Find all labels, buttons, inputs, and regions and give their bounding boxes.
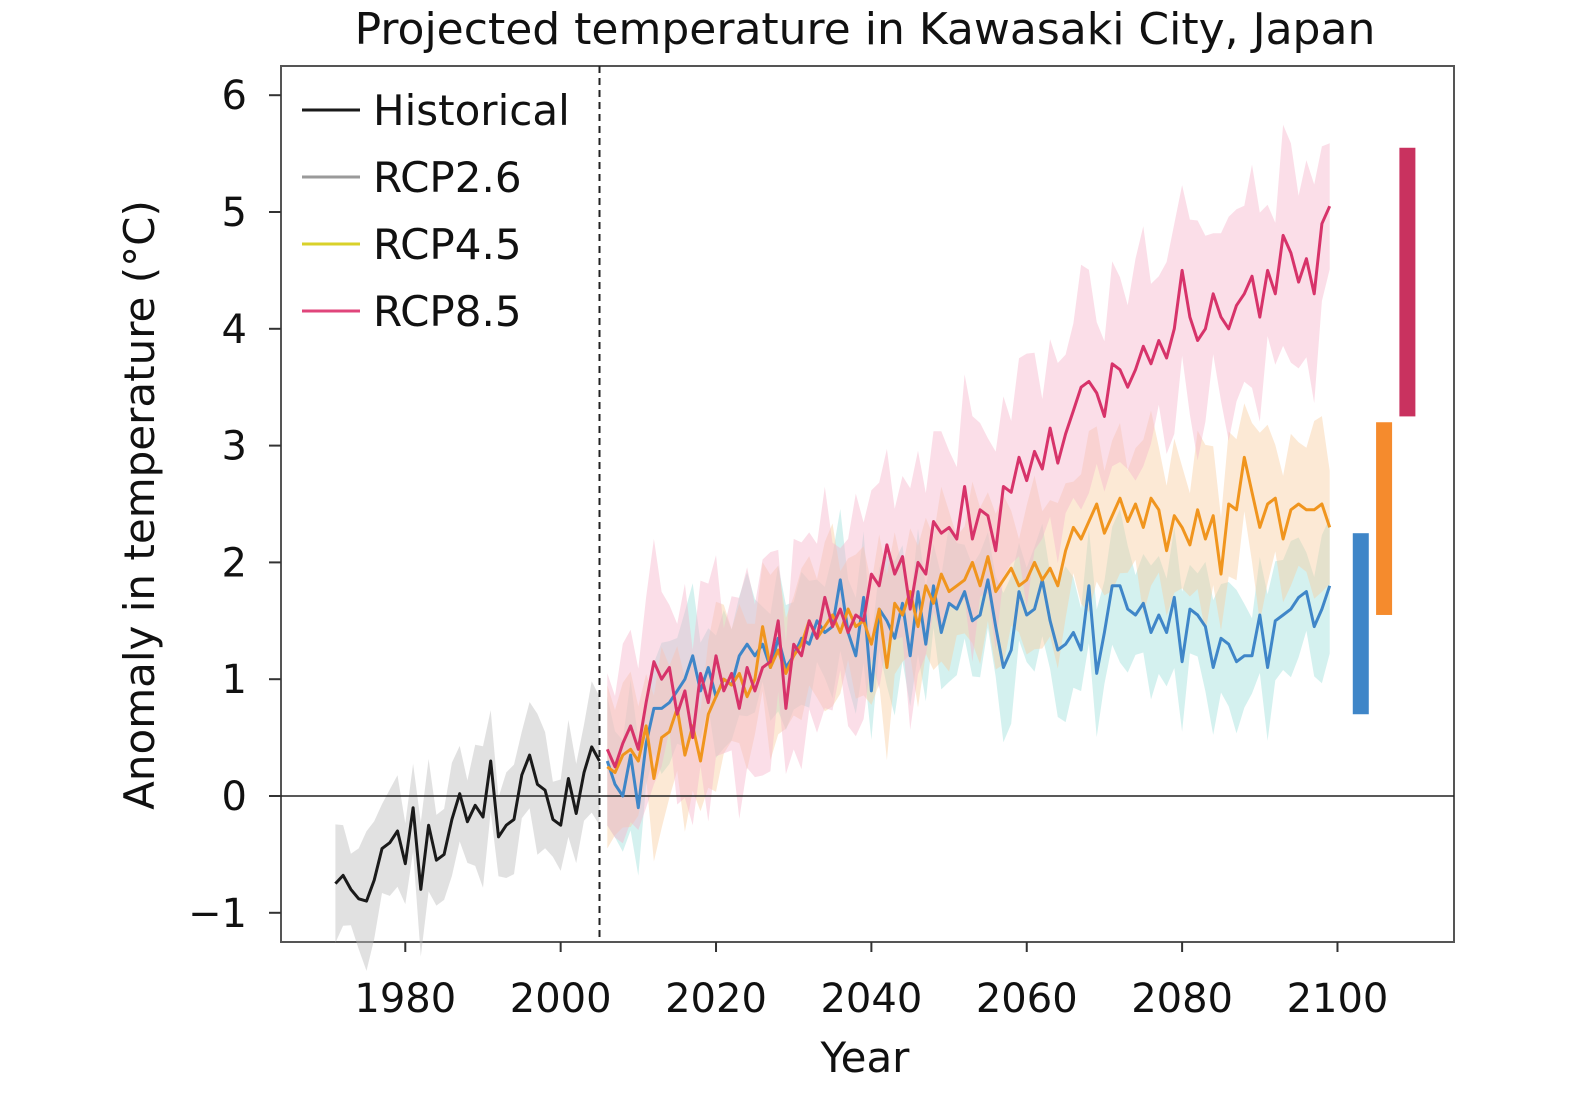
y-axis: −1 0 1 2 3 4 5 6	[188, 73, 281, 937]
y-tick-label: 4	[222, 307, 247, 353]
plot-frame	[280, 65, 1455, 943]
x-axis-label: Year	[820, 1033, 911, 1082]
x-tick-label: 2080	[1131, 976, 1233, 1022]
reference-lines	[281, 66, 1454, 942]
x-tick-label: 2000	[510, 976, 612, 1022]
y-tick-label: 1	[222, 657, 247, 703]
x-tick-label: 2040	[820, 976, 922, 1022]
legend-label: RCP4.5	[373, 220, 522, 269]
y-tick-label: 3	[222, 424, 247, 470]
range-bar-rcp8-5	[1399, 147, 1416, 417]
range-bar-rcp2-6	[1352, 533, 1369, 715]
line-historical	[334, 745, 601, 903]
chart-title: Projected temperature in Kawasaki City, …	[355, 4, 1376, 55]
y-tick-label: −1	[188, 891, 247, 937]
x-tick-label: 2060	[976, 976, 1078, 1022]
y-tick-label: 6	[222, 73, 247, 119]
plot-area	[280, 65, 1455, 971]
legend-label: RCP8.5	[373, 287, 522, 336]
x-axis: 1980 2000 2020 2040 2060 2080 2100	[354, 942, 1388, 1022]
y-axis-label: Anomaly in temperature (°C)	[115, 200, 164, 810]
line-rcp8-5	[605, 205, 1332, 769]
series-lines	[334, 205, 1332, 903]
legend-label: RCP2.6	[373, 153, 522, 202]
y-tick-label: 2	[222, 540, 247, 586]
y-tick-label: 5	[222, 190, 247, 236]
legend-label: Historical	[373, 86, 570, 135]
range-bars	[1352, 147, 1416, 715]
x-tick-label: 2020	[665, 976, 767, 1022]
band-rcp4-5	[607, 403, 1330, 862]
x-tick-label: 2100	[1287, 976, 1389, 1022]
legend: Historical RCP2.6 RCP4.5 RCP8.5	[302, 86, 570, 336]
range-bar-rcp4-5	[1376, 422, 1393, 615]
band-rcp8-5	[607, 124, 1330, 844]
x-tick-label: 1980	[354, 976, 456, 1022]
band-historical	[335, 681, 600, 971]
band-rcp2-6	[607, 509, 1330, 876]
y-tick-label: 0	[222, 774, 247, 820]
